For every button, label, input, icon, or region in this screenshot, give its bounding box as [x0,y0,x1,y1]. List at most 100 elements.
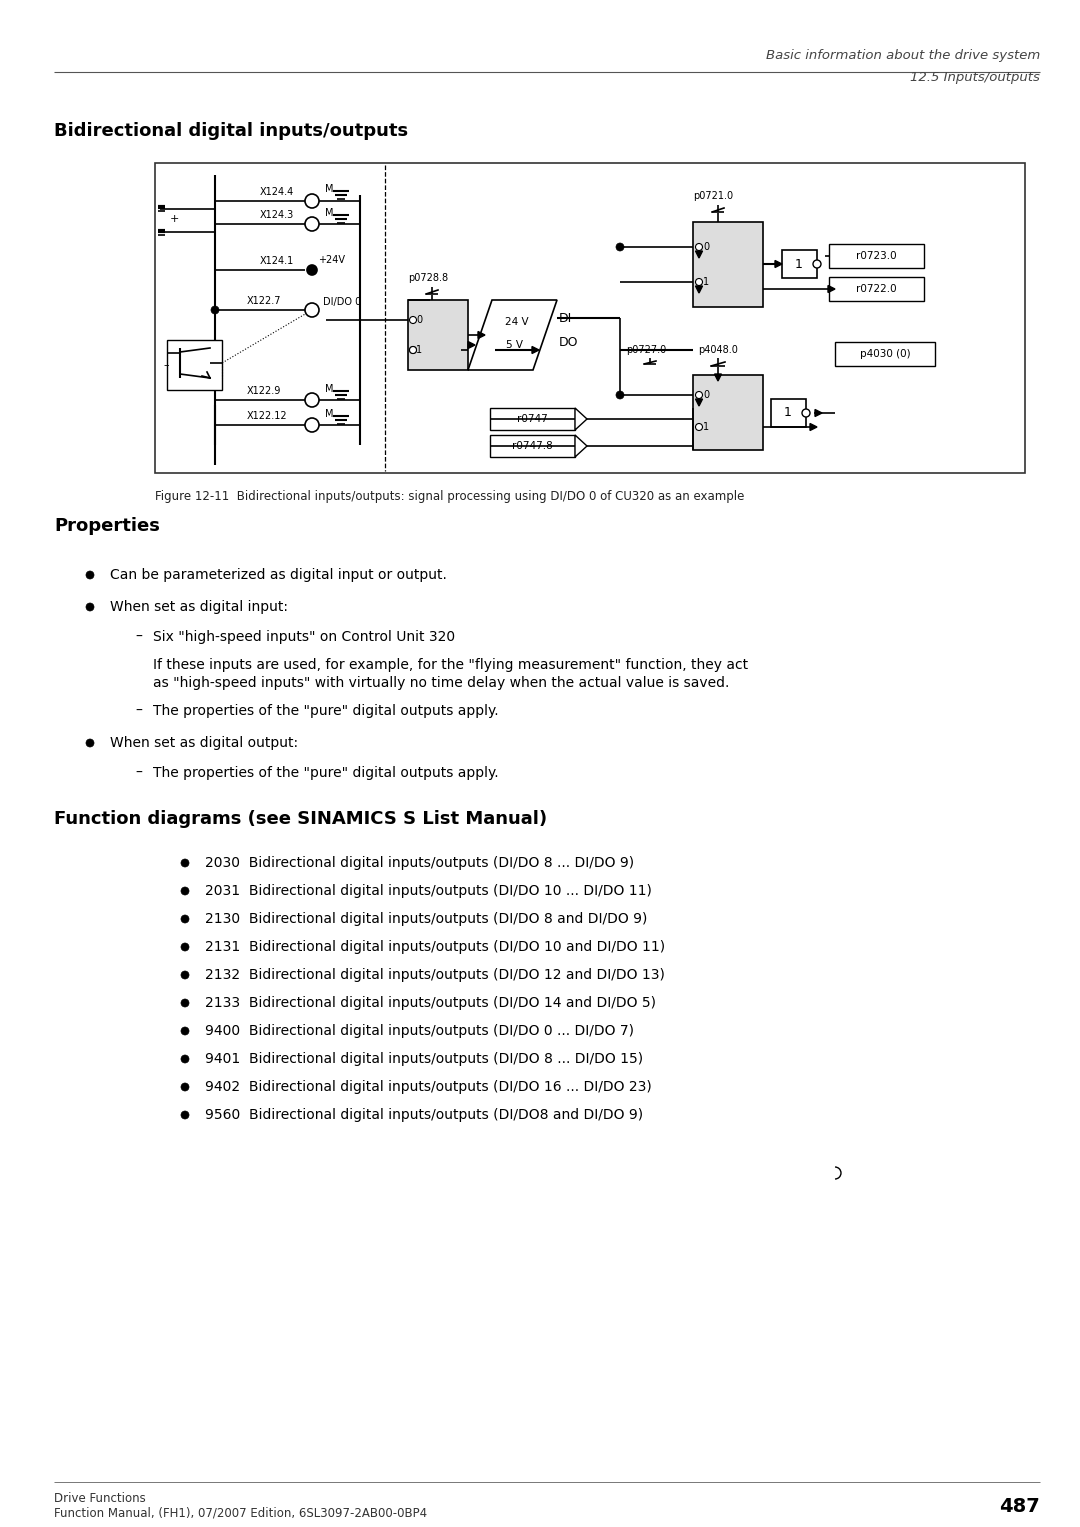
Text: X122.9: X122.9 [247,386,282,395]
Text: 9402  Bidirectional digital inputs/outputs (DI/DO 16 ... DI/DO 23): 9402 Bidirectional digital inputs/output… [205,1080,651,1093]
Text: 2030  Bidirectional digital inputs/outputs (DI/DO 8 ... DI/DO 9): 2030 Bidirectional digital inputs/output… [205,857,634,870]
Bar [829,244,924,269]
Text: Basic information about the drive system: Basic information about the drive system [766,49,1040,63]
Bar [771,399,806,428]
Text: Function Manual, (FH1), 07/2007 Edition, 6SL3097-2AB00-0BP4: Function Manual, (FH1), 07/2007 Edition,… [54,1507,427,1519]
Text: Figure 12-11  Bidirectional inputs/outputs: signal processing using DI/DO 0 of C: Figure 12-11 Bidirectional inputs/output… [156,490,744,502]
Circle shape [802,409,810,417]
Circle shape [305,302,319,318]
Circle shape [181,1083,189,1090]
Circle shape [696,278,702,286]
Text: 2131  Bidirectional digital inputs/outputs (DI/DO 10 and DI/DO 11): 2131 Bidirectional digital inputs/output… [205,941,665,954]
Text: 487: 487 [999,1498,1040,1516]
Bar [693,221,762,307]
Circle shape [181,860,189,867]
Circle shape [616,391,624,399]
Text: Bidirectional digital inputs/outputs: Bidirectional digital inputs/outputs [54,122,408,140]
Circle shape [307,266,318,275]
Text: 12.5 Inputs/outputs: 12.5 Inputs/outputs [910,70,1040,84]
Text: p0728.8: p0728.8 [408,273,448,282]
Circle shape [181,971,189,979]
Text: DI: DI [559,312,572,325]
Circle shape [696,423,702,431]
Text: p4048.0: p4048.0 [698,345,738,354]
Text: +24V: +24V [318,255,345,266]
Text: 0: 0 [703,389,710,400]
Text: as "high-speed inputs" with virtually no time delay when the actual value is sav: as "high-speed inputs" with virtually no… [153,676,729,690]
Text: 5 V: 5 V [505,341,523,350]
Text: M: M [325,383,334,394]
Circle shape [211,305,219,315]
Polygon shape [478,331,485,339]
Polygon shape [715,374,721,382]
Circle shape [409,347,417,353]
Circle shape [305,217,319,231]
Text: When set as digital output:: When set as digital output: [110,736,298,750]
Bar [490,435,575,457]
Text: 0: 0 [703,241,710,252]
Text: M: M [325,183,334,194]
Text: r0723.0: r0723.0 [855,250,896,261]
Text: 1: 1 [784,406,792,420]
Text: p0727.0: p0727.0 [626,345,666,354]
Circle shape [305,392,319,408]
Circle shape [181,999,189,1006]
Text: Six "high-speed inputs" on Control Unit 320: Six "high-speed inputs" on Control Unit … [153,631,455,644]
Text: 2132  Bidirectional digital inputs/outputs (DI/DO 12 and DI/DO 13): 2132 Bidirectional digital inputs/output… [205,968,665,982]
Text: 1: 1 [416,345,422,354]
Polygon shape [775,261,782,267]
Text: 9400  Bidirectional digital inputs/outputs (DI/DO 0 ... DI/DO 7): 9400 Bidirectional digital inputs/output… [205,1025,634,1038]
Text: 9560  Bidirectional digital inputs/outputs (DI/DO8 and DI/DO 9): 9560 Bidirectional digital inputs/output… [205,1109,643,1122]
Text: M: M [325,409,334,418]
Text: p0721.0: p0721.0 [693,191,733,202]
Text: Function diagrams (see SINAMICS S List Manual): Function diagrams (see SINAMICS S List M… [54,809,548,828]
Text: X122.7: X122.7 [247,296,282,305]
Text: –: – [135,704,141,718]
Text: X124.4: X124.4 [260,186,294,197]
Text: Can be parameterized as digital input or output.: Can be parameterized as digital input or… [110,568,447,582]
Text: X124.1: X124.1 [260,257,294,266]
Text: DI/DO 0: DI/DO 0 [323,296,361,307]
Bar [408,299,468,370]
Text: 2130  Bidirectional digital inputs/outputs (DI/DO 8 and DI/DO 9): 2130 Bidirectional digital inputs/output… [205,912,647,925]
Polygon shape [815,409,822,417]
Text: If these inputs are used, for example, for the "flying measurement" function, th: If these inputs are used, for example, f… [153,658,748,672]
Circle shape [86,739,94,747]
Polygon shape [532,347,539,353]
Text: 2031  Bidirectional digital inputs/outputs (DI/DO 10 ... DI/DO 11): 2031 Bidirectional digital inputs/output… [205,884,652,898]
Circle shape [305,418,319,432]
Text: 1: 1 [703,276,710,287]
Polygon shape [575,408,588,431]
Text: –: – [135,767,141,780]
Circle shape [696,243,702,250]
Text: 24 V: 24 V [505,318,529,327]
Text: –: – [135,631,141,644]
Bar [167,341,222,389]
Text: p4030 (0): p4030 (0) [860,350,910,359]
Circle shape [181,1028,189,1035]
Polygon shape [810,423,816,431]
Bar [782,250,816,278]
Text: Properties: Properties [54,518,160,534]
Text: X122.12: X122.12 [247,411,287,421]
Bar [156,163,1025,473]
Circle shape [86,571,94,579]
Text: Drive Functions: Drive Functions [54,1492,146,1504]
Circle shape [616,243,624,250]
Polygon shape [575,435,588,457]
Bar [490,408,575,431]
Circle shape [696,391,702,399]
Text: X124.3: X124.3 [260,211,294,220]
Text: M: M [325,208,334,218]
Circle shape [305,194,319,208]
Text: r0722.0: r0722.0 [855,284,896,295]
Text: 1: 1 [795,258,802,270]
Text: 2133  Bidirectional digital inputs/outputs (DI/DO 14 and DI/DO 5): 2133 Bidirectional digital inputs/output… [205,996,656,1009]
Polygon shape [696,286,702,293]
Circle shape [181,944,189,951]
Circle shape [86,603,94,611]
Text: 0: 0 [416,315,422,325]
Circle shape [181,1112,189,1119]
Text: The properties of the "pure" digital outputs apply.: The properties of the "pure" digital out… [153,767,499,780]
Text: r0747: r0747 [516,414,548,425]
